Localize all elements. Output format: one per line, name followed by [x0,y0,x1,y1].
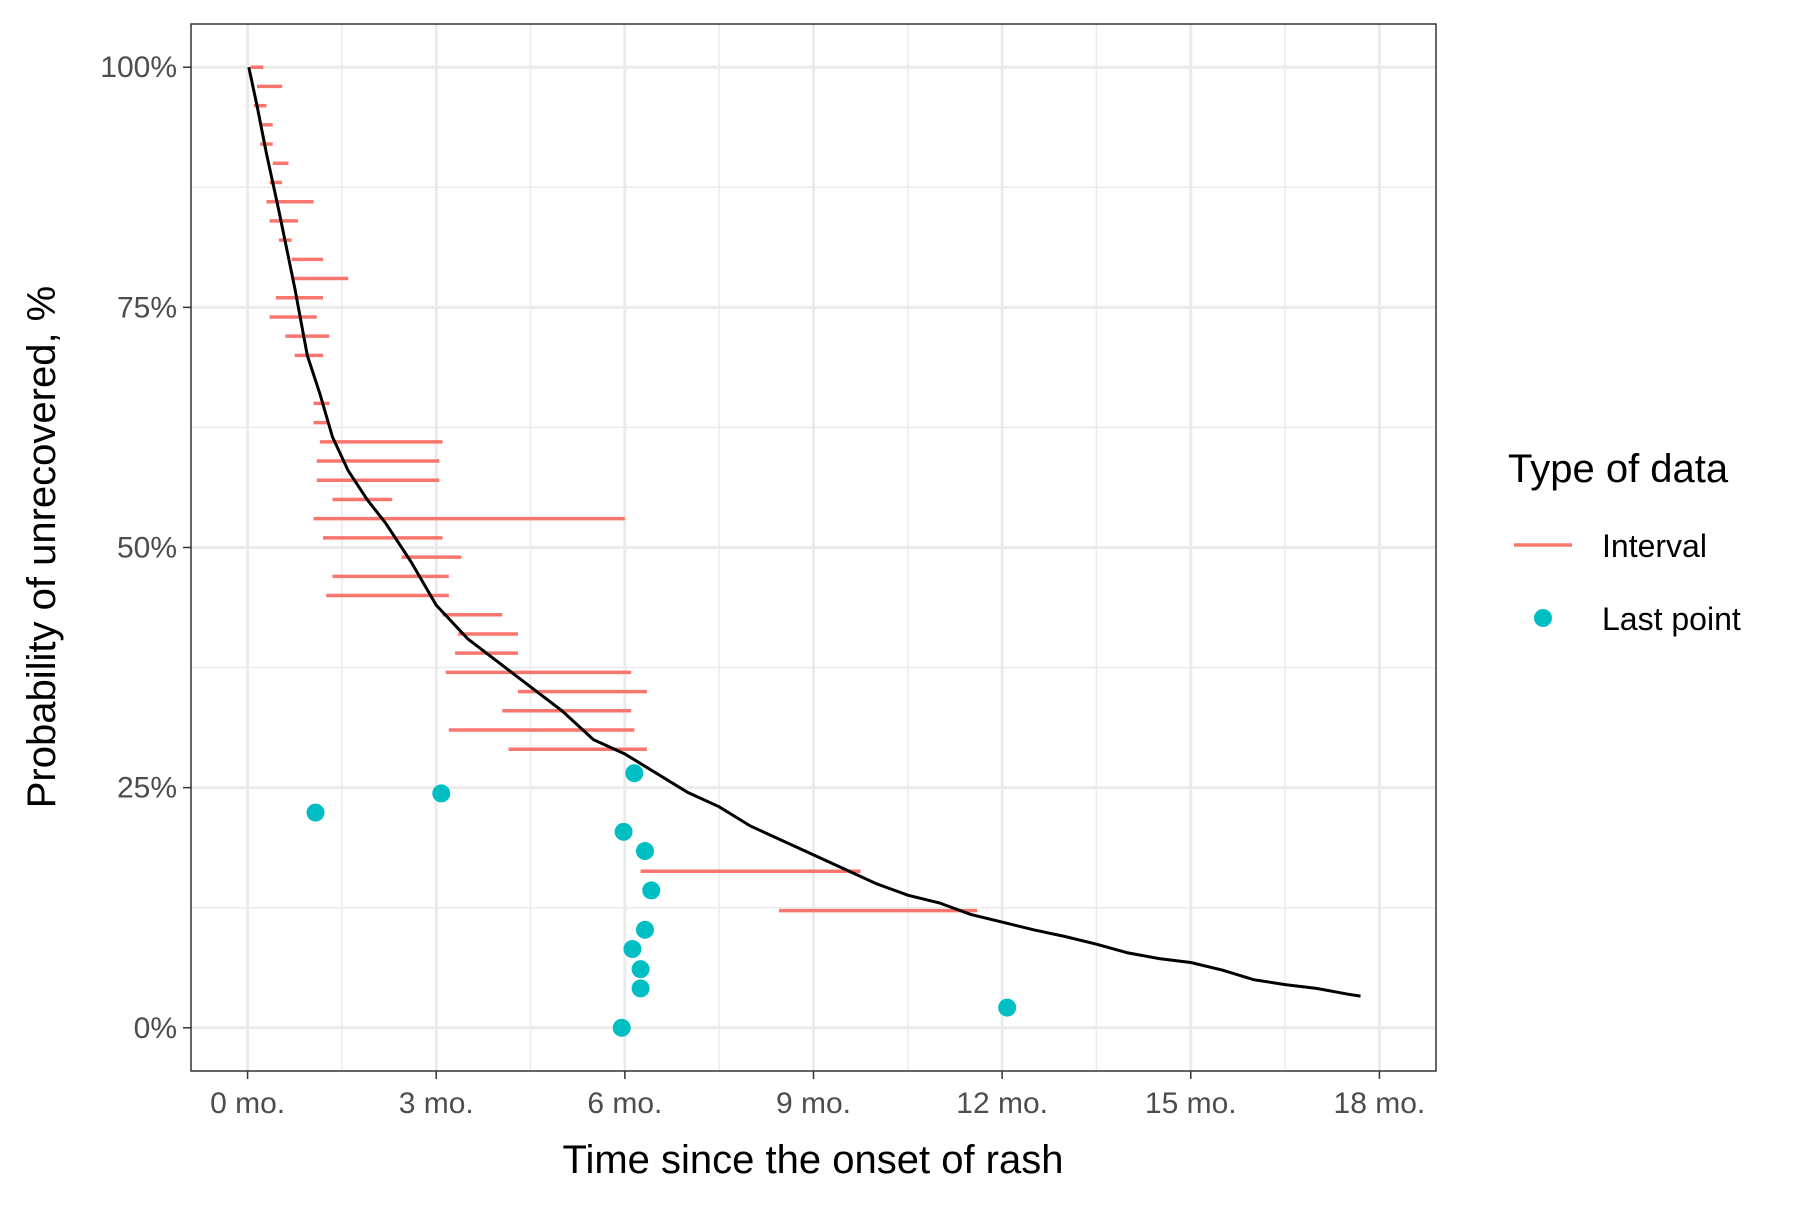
last-point-marker [631,979,650,998]
y-tick-label: 100% [100,51,177,84]
last-point-marker [614,822,633,841]
last-point-marker [432,784,451,803]
last-point-marker [998,998,1017,1017]
x-tick-label: 9 mo. [776,1087,851,1120]
last-point-marker [642,881,661,900]
y-axis-title: Probability of unrecovered, % [20,286,64,809]
last-point-marker [612,1018,631,1037]
legend-last-point-label: Last point [1602,601,1741,637]
legend-last-point-key [1534,609,1552,627]
y-axis-ticks: 0% 25% 50% 75% 100% [100,51,191,1045]
last-point-marker [623,940,642,959]
last-point-marker [625,764,644,783]
last-point-marker [635,842,654,861]
last-point-marker [635,920,654,939]
legend-title: Type of data [1508,447,1729,491]
x-tick-label: 0 mo. [210,1087,285,1120]
last-point-marker [631,960,650,979]
y-tick-label: 0% [134,1012,177,1045]
last-point-markers [306,764,1017,1037]
x-axis-title: Time since the onset of rash [563,1138,1064,1182]
legend-interval-label: Interval [1602,528,1707,564]
last-point-marker [306,803,325,822]
x-tick-label: 18 mo. [1334,1087,1426,1120]
survival-curve [247,66,1361,998]
interval-segments [250,65,977,913]
y-tick-label: 75% [117,291,177,324]
y-tick-label: 50% [117,532,177,565]
x-tick-label: 12 mo. [956,1087,1048,1120]
x-axis-ticks: 0 mo. 3 mo. 6 mo. 9 mo. 12 mo. 15 mo. 18 mo. [210,1071,1425,1120]
legend: Type of data Interval Last point [1508,447,1741,637]
y-tick-label: 25% [117,772,177,805]
x-tick-label: 3 mo. [399,1087,474,1120]
grid-major [191,24,1436,1071]
x-tick-label: 15 mo. [1145,1087,1237,1120]
x-tick-label: 6 mo. [587,1087,662,1120]
